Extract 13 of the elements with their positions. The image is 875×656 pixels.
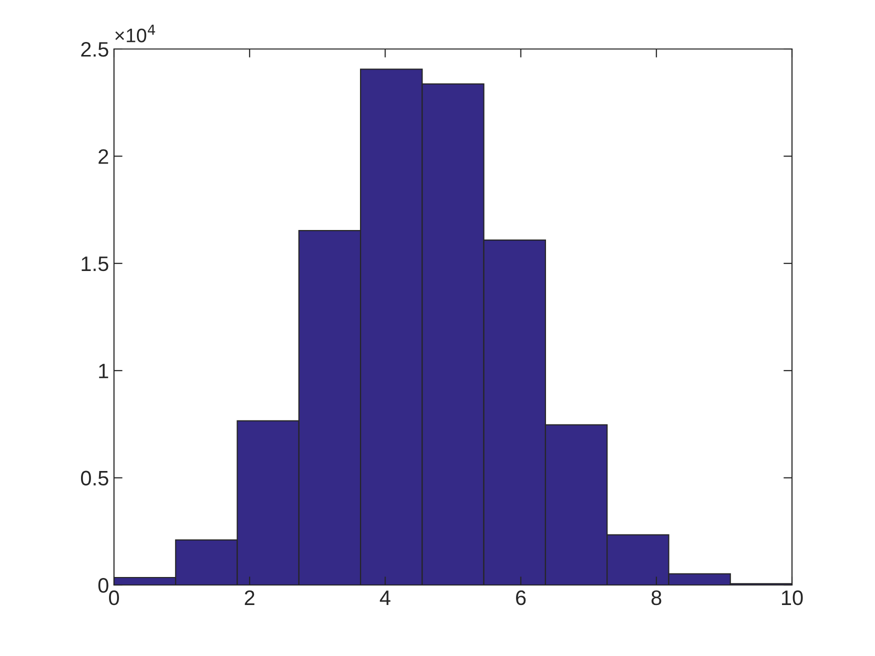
y-tick-label: 1.5 [82,256,108,272]
x-tick-label: 4 [380,590,390,605]
y-tick-label: 0 [98,578,108,593]
y-tick-label: 0.5 [80,470,108,486]
x-tick-label: 10 [782,590,803,606]
x-tick-label: 0 [109,590,119,606]
y-tick-label: 2 [98,149,108,164]
y-tick-label: 1 [99,364,108,378]
x-tick-label: 8 [652,590,662,606]
x-tick-label: 2 [244,590,254,605]
y-tick-label: 2.5 [81,42,108,57]
text: ×10$^{4}$ [115,24,156,42]
x-tick-label: 6 [516,590,526,606]
